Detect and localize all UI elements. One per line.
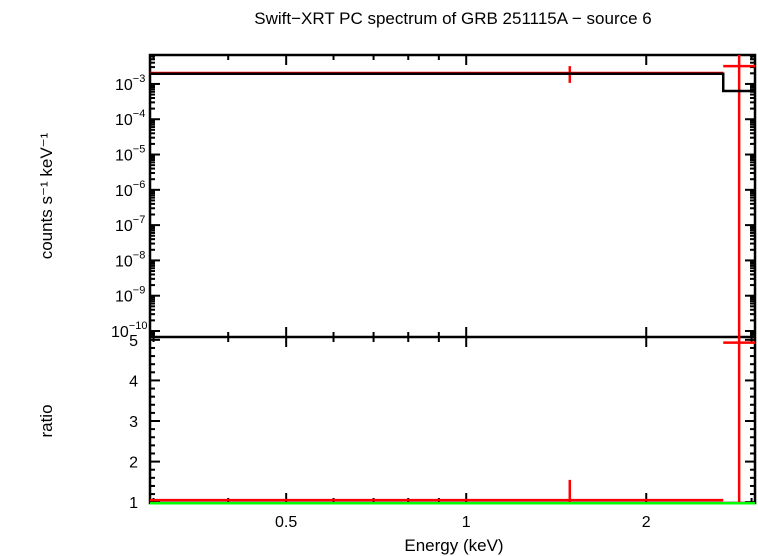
ratio-tick-label: 4	[129, 373, 138, 390]
ratio-tick-label: 2	[129, 455, 138, 472]
x-axis-label: Energy (keV)	[404, 536, 503, 555]
model-step-line	[150, 72, 755, 93]
y-tick-label: 10−8	[115, 249, 145, 270]
y-tick-label: 10−3	[115, 73, 145, 94]
y-axis-label-spectrum: counts s⁻¹ keV⁻¹	[37, 132, 56, 259]
x-tick-label: 0.5	[275, 514, 297, 531]
y-tick-label: 10−10	[111, 320, 147, 341]
y-axis-label-ratio: ratio	[37, 404, 56, 437]
ratio-tick-label: 5	[129, 333, 138, 350]
data-layer	[150, 55, 755, 505]
y-tick-label: 10−9	[115, 285, 145, 306]
plot-frame	[148, 53, 757, 505]
y-tick-label: 10−6	[115, 179, 145, 200]
x-tick-label: 2	[642, 514, 651, 531]
x-tick-label: 1	[462, 514, 471, 531]
chart-title: Swift−XRT PC spectrum of GRB 251115A − s…	[254, 9, 652, 28]
ratio-tick-label: 3	[129, 414, 138, 431]
y-tick-label: 10−5	[115, 144, 145, 165]
y-tick-label: 10−7	[115, 214, 145, 235]
ratio-tick-label: 1	[129, 495, 138, 512]
axes: 0.5 1 2 10−3 10−4 10−5 10−6 10−7 10−8 10−9 10−10 1 2…	[111, 53, 757, 531]
y-tick-label: 10−4	[115, 108, 145, 129]
